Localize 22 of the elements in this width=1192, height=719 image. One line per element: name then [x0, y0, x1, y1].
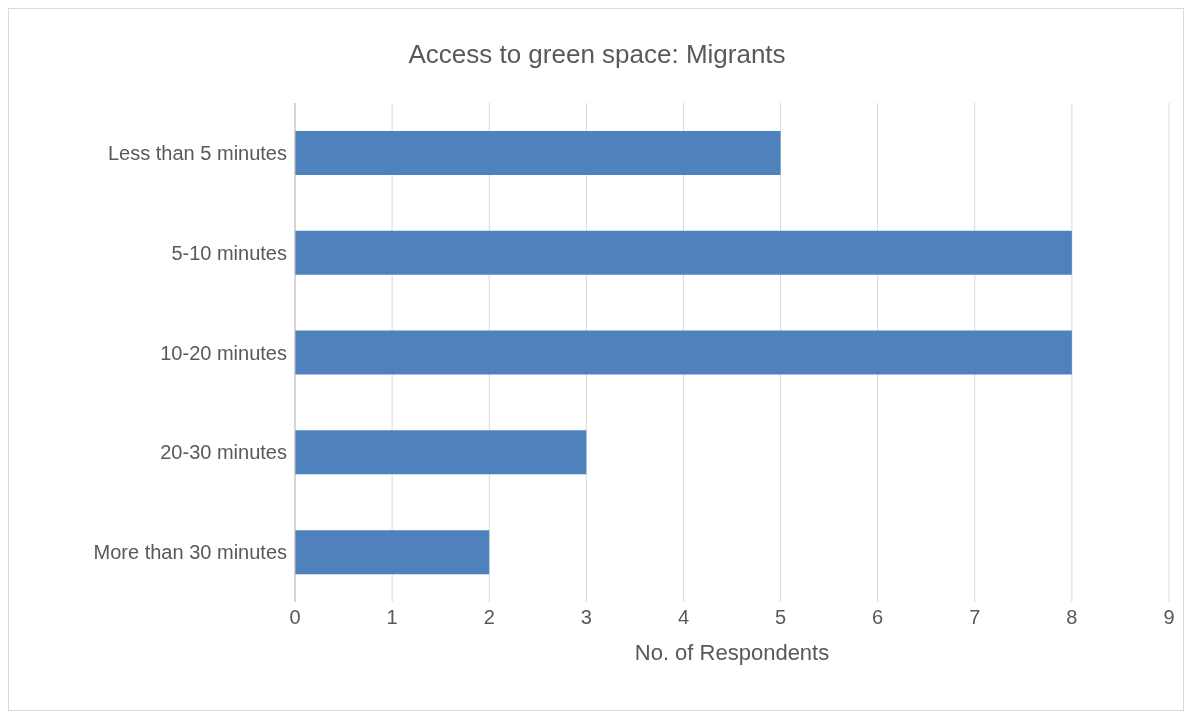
x-tick-label: 4 — [677, 606, 690, 629]
y-tick-label: 20-30 minutes — [160, 441, 287, 464]
x-tick-label: 9 — [1163, 606, 1175, 629]
y-tick-label: 10-20 minutes — [160, 341, 287, 364]
x-tick-label: 8 — [1066, 606, 1078, 629]
y-tick-label: 5-10 minutes — [171, 241, 287, 264]
x-axis-title: No. of Respondents — [634, 640, 830, 665]
x-tick-label: 2 — [483, 606, 495, 629]
x-tick-label: 6 — [872, 606, 884, 629]
x-tick-label: 7 — [969, 606, 981, 629]
bar — [295, 330, 1072, 375]
bar — [295, 130, 781, 175]
x-tick-label: 5 — [774, 606, 787, 629]
bar — [295, 230, 1072, 275]
x-tick-label: 0 — [289, 606, 301, 629]
x-tick-label: 3 — [580, 606, 592, 629]
y-tick-label: More than 30 minutes — [93, 541, 287, 564]
x-tick-label: 1 — [386, 606, 398, 629]
y-tick-label: Less than 5 minutes — [108, 142, 287, 164]
bar — [295, 530, 490, 575]
chart-title: Access to green space: Migrants — [407, 39, 787, 70]
bar — [295, 430, 587, 475]
